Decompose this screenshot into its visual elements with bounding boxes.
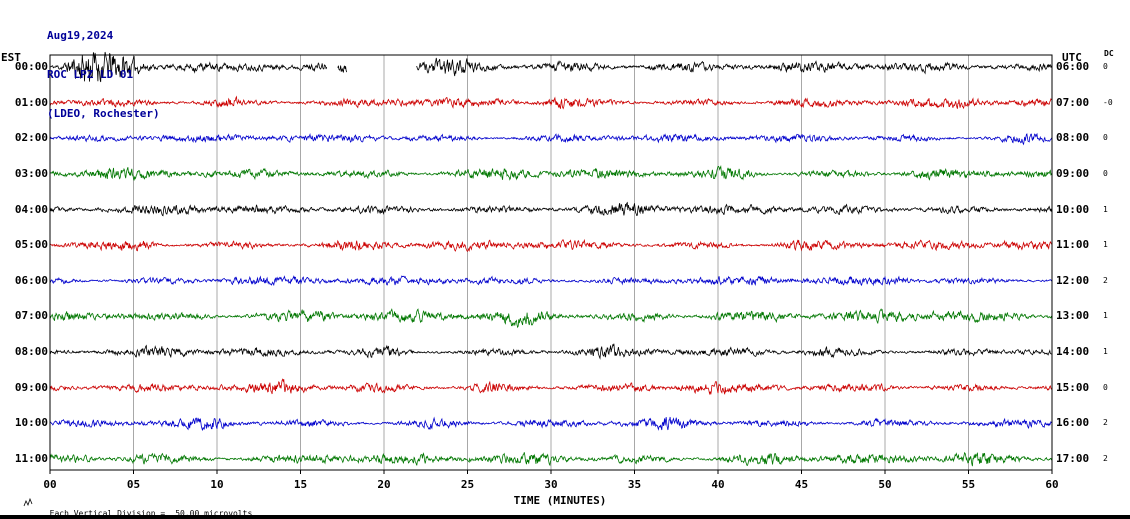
trace-waveform xyxy=(49,51,1053,83)
right-timezone-label: UTC xyxy=(1062,51,1082,64)
waveform-traces xyxy=(49,51,1053,467)
trace-est-label: 02:00 xyxy=(14,131,48,144)
trace-est-label: 07:00 xyxy=(14,309,48,322)
scale-mark-icon xyxy=(23,497,33,507)
trace-waveform xyxy=(49,378,1053,396)
trace-dc-value: 2 xyxy=(1103,276,1108,285)
trace-dc-value: 1 xyxy=(1103,347,1108,356)
trace-dc-value: 0 xyxy=(1103,169,1108,178)
trace-waveform xyxy=(49,201,1053,217)
trace-utc-label: 08:00 xyxy=(1056,131,1090,144)
trace-waveform xyxy=(49,275,1053,287)
x-tick-label: 25 xyxy=(460,478,475,491)
trace-utc-label: 07:00 xyxy=(1056,96,1090,109)
x-tick-label: 30 xyxy=(544,478,558,491)
trace-utc-label: 06:00 xyxy=(1056,60,1090,73)
trace-est-label: 11:00 xyxy=(14,452,48,465)
scale-note-value: 50.00 microvolts xyxy=(175,509,253,518)
x-tick-label: 00 xyxy=(43,478,57,491)
trace-waveform xyxy=(49,343,1053,360)
trace-dc-value: 0 xyxy=(1103,383,1108,392)
trace-waveform xyxy=(49,132,1053,146)
bottom-edge-bar xyxy=(0,515,1130,519)
trace-est-label: 05:00 xyxy=(14,238,48,251)
trace-dc-value: 1 xyxy=(1103,240,1108,249)
dc-column-label: DC xyxy=(1104,49,1114,58)
left-timezone-label: EST xyxy=(1,51,21,64)
trace-waveform xyxy=(49,164,1053,181)
trace-waveform xyxy=(49,416,1053,431)
x-tick-label: 45 xyxy=(794,478,809,491)
trace-dc-value: 1 xyxy=(1103,311,1108,320)
trace-est-label: 00:00 xyxy=(14,60,48,73)
trace-utc-label: 13:00 xyxy=(1056,309,1090,322)
trace-utc-label: 15:00 xyxy=(1056,381,1090,394)
header-date: Aug19,2024 xyxy=(47,29,114,42)
trace-dc-value: -0 xyxy=(1103,98,1113,107)
x-tick-label: 20 xyxy=(377,478,391,491)
trace-est-label: 09:00 xyxy=(14,381,48,394)
x-tick-label: 60 xyxy=(1045,478,1059,491)
header-station-id: ROC LPZ LD 01 xyxy=(47,68,134,81)
trace-utc-label: 11:00 xyxy=(1056,238,1090,251)
trace-est-label: 08:00 xyxy=(14,345,48,358)
trace-est-label: 04:00 xyxy=(14,203,48,216)
scale-note-text: Each Vertical Division = xyxy=(49,509,166,518)
trace-utc-label: 10:00 xyxy=(1056,203,1090,216)
trace-waveform xyxy=(49,451,1053,467)
trace-dc-value: 0 xyxy=(1103,62,1108,71)
x-tick-label: 15 xyxy=(293,478,308,491)
trace-utc-label: 14:00 xyxy=(1056,345,1090,358)
trace-dc-value: 2 xyxy=(1103,454,1108,463)
gridlines xyxy=(49,55,1053,474)
scale-note: Each Vertical Division = 50.00 microvolts xyxy=(40,500,253,518)
x-tick-label: 40 xyxy=(711,478,725,491)
trace-dc-value: 1 xyxy=(1103,205,1108,214)
trace-est-label: 06:00 xyxy=(14,274,48,287)
trace-utc-label: 17:00 xyxy=(1056,452,1090,465)
trace-waveform xyxy=(49,238,1053,253)
x-tick-label: 10 xyxy=(210,478,224,491)
trace-utc-label: 09:00 xyxy=(1056,167,1090,180)
trace-waveform xyxy=(49,308,1053,329)
trace-dc-value: 0 xyxy=(1103,133,1108,142)
trace-est-label: 10:00 xyxy=(14,416,48,429)
x-tick-label: 55 xyxy=(961,478,976,491)
x-tick-label: 35 xyxy=(627,478,642,491)
trace-utc-label: 12:00 xyxy=(1056,274,1090,287)
trace-waveform xyxy=(49,95,1053,110)
trace-est-label: 03:00 xyxy=(14,167,48,180)
x-axis-label: TIME (MINUTES) xyxy=(513,494,607,507)
header: Aug19,2024 ROC LPZ LD 01 (LDEO, Rocheste… xyxy=(47,3,160,133)
x-tick-label: 05 xyxy=(126,478,141,491)
trace-dc-value: 2 xyxy=(1103,418,1108,427)
trace-utc-label: 16:00 xyxy=(1056,416,1090,429)
header-station-location: (LDEO, Rochester) xyxy=(47,107,160,120)
trace-est-label: 01:00 xyxy=(14,96,48,109)
plot-border xyxy=(49,54,1053,471)
x-tick-label: 50 xyxy=(878,478,892,491)
